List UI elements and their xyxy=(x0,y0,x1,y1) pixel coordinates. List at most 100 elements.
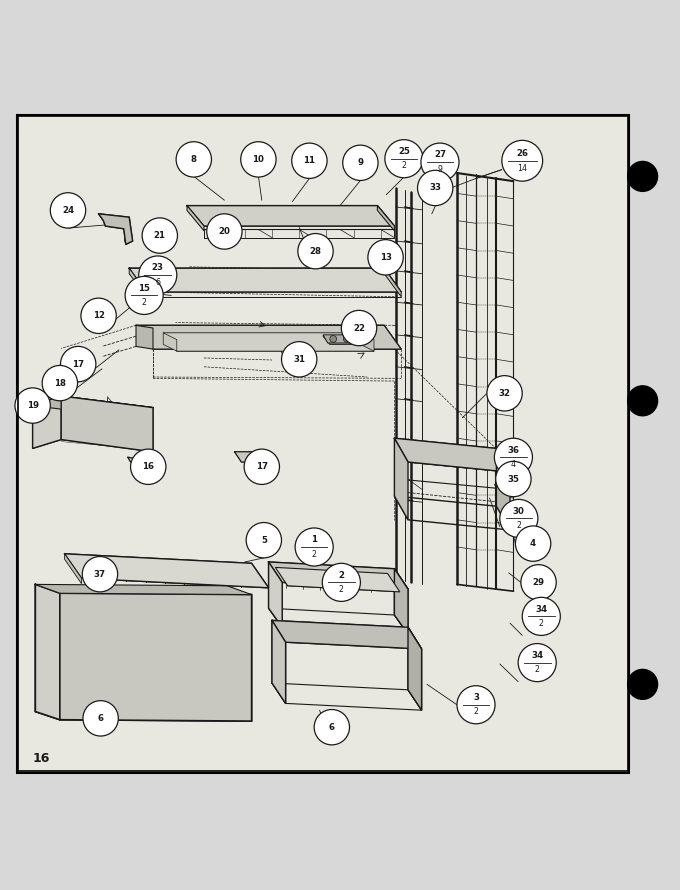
Polygon shape xyxy=(61,396,153,452)
Polygon shape xyxy=(269,562,282,627)
Text: 1: 1 xyxy=(311,535,317,545)
Circle shape xyxy=(50,193,86,228)
Polygon shape xyxy=(496,449,510,530)
Text: 15: 15 xyxy=(138,284,150,293)
Circle shape xyxy=(368,239,403,275)
Text: 6: 6 xyxy=(329,723,335,732)
Text: 8: 8 xyxy=(191,155,197,164)
Text: 10: 10 xyxy=(252,155,265,164)
Text: 19: 19 xyxy=(27,401,39,410)
Polygon shape xyxy=(269,562,408,589)
Circle shape xyxy=(496,461,531,497)
Text: 5: 5 xyxy=(261,536,267,545)
Text: 32: 32 xyxy=(498,389,511,398)
Polygon shape xyxy=(187,206,204,231)
Text: 2: 2 xyxy=(401,161,407,171)
Circle shape xyxy=(42,366,78,400)
Circle shape xyxy=(207,214,242,249)
Polygon shape xyxy=(187,206,394,226)
Polygon shape xyxy=(65,554,82,584)
Polygon shape xyxy=(323,335,358,343)
Circle shape xyxy=(295,528,333,566)
Text: 35: 35 xyxy=(507,474,520,483)
Text: 12: 12 xyxy=(92,312,105,320)
Polygon shape xyxy=(60,594,252,721)
Text: 6: 6 xyxy=(98,714,103,723)
Circle shape xyxy=(125,277,163,314)
Polygon shape xyxy=(136,326,153,349)
Circle shape xyxy=(487,376,522,411)
Circle shape xyxy=(244,449,279,484)
Circle shape xyxy=(343,145,378,181)
Polygon shape xyxy=(394,438,408,520)
Circle shape xyxy=(15,388,50,424)
Polygon shape xyxy=(129,268,401,292)
Text: 30: 30 xyxy=(513,506,525,515)
Polygon shape xyxy=(272,620,286,703)
Circle shape xyxy=(341,311,377,345)
Circle shape xyxy=(494,438,532,476)
Text: 31: 31 xyxy=(293,355,305,364)
Text: 3: 3 xyxy=(473,693,479,702)
Circle shape xyxy=(421,143,459,182)
Circle shape xyxy=(628,386,658,416)
Text: 2: 2 xyxy=(339,570,344,579)
Text: 26: 26 xyxy=(516,149,528,158)
Text: 21: 21 xyxy=(154,231,166,240)
Circle shape xyxy=(246,522,282,558)
Text: 4: 4 xyxy=(511,460,516,469)
Text: 6: 6 xyxy=(155,278,160,287)
Polygon shape xyxy=(384,268,401,296)
Polygon shape xyxy=(360,333,374,352)
Circle shape xyxy=(343,336,350,343)
Circle shape xyxy=(418,170,453,206)
Text: 17: 17 xyxy=(72,360,84,368)
Circle shape xyxy=(457,685,495,724)
Text: 14: 14 xyxy=(517,164,527,173)
Text: 34: 34 xyxy=(531,651,543,659)
Text: 25: 25 xyxy=(398,147,410,156)
Polygon shape xyxy=(394,569,408,634)
Text: 33: 33 xyxy=(429,183,441,192)
Polygon shape xyxy=(35,585,252,595)
Circle shape xyxy=(83,700,118,736)
Text: 2: 2 xyxy=(516,522,522,530)
Circle shape xyxy=(522,597,560,635)
Circle shape xyxy=(628,161,658,191)
Text: 34: 34 xyxy=(535,604,547,613)
Polygon shape xyxy=(99,214,133,245)
Text: 29: 29 xyxy=(532,578,545,587)
Text: 2: 2 xyxy=(311,550,317,559)
Polygon shape xyxy=(272,620,422,649)
Text: 13: 13 xyxy=(379,253,392,262)
Circle shape xyxy=(176,142,211,177)
Polygon shape xyxy=(136,326,401,349)
Text: 24: 24 xyxy=(62,206,74,214)
Circle shape xyxy=(502,141,543,182)
Circle shape xyxy=(628,669,658,700)
Circle shape xyxy=(518,643,556,682)
Circle shape xyxy=(139,256,177,294)
Polygon shape xyxy=(323,336,354,344)
Circle shape xyxy=(298,233,333,269)
Circle shape xyxy=(282,342,317,377)
Text: 2: 2 xyxy=(539,619,544,628)
Text: 20: 20 xyxy=(218,227,231,236)
Polygon shape xyxy=(394,438,510,473)
Circle shape xyxy=(322,563,360,602)
Text: 17: 17 xyxy=(256,462,268,472)
Text: 28: 28 xyxy=(309,247,322,255)
Circle shape xyxy=(515,526,551,562)
Circle shape xyxy=(142,218,177,254)
Text: 2: 2 xyxy=(534,666,540,675)
Circle shape xyxy=(314,709,350,745)
Circle shape xyxy=(521,564,556,600)
Circle shape xyxy=(82,556,118,592)
Circle shape xyxy=(330,336,337,343)
Text: 4: 4 xyxy=(530,539,537,548)
Text: 27: 27 xyxy=(434,150,446,159)
Text: 16: 16 xyxy=(33,751,50,765)
Polygon shape xyxy=(377,206,394,231)
Circle shape xyxy=(385,140,423,178)
Circle shape xyxy=(292,143,327,178)
